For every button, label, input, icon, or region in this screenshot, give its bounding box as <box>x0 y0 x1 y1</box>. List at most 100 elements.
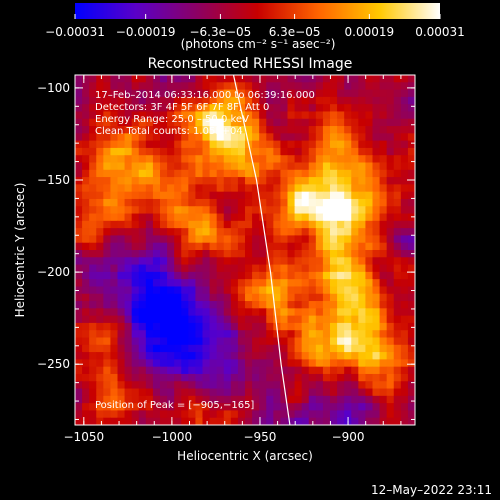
heatmap-cell <box>259 75 267 83</box>
heatmap-cell <box>138 96 147 105</box>
heatmap-cell <box>266 330 274 339</box>
heatmap-cell <box>294 279 303 288</box>
heatmap-cell <box>386 184 395 193</box>
heatmap-cell <box>223 395 232 404</box>
heatmap-cell <box>301 228 310 237</box>
heatmap-cell <box>89 322 97 331</box>
heatmap-cell <box>188 82 197 91</box>
heatmap-cell <box>202 271 211 280</box>
heatmap-cell <box>230 403 239 412</box>
heatmap-cell <box>167 126 175 134</box>
heatmap-cell <box>82 264 90 273</box>
heatmap-cell <box>287 89 296 98</box>
heatmap-cell <box>131 359 140 368</box>
heatmap-cell <box>160 271 168 280</box>
heatmap-cell <box>337 330 345 339</box>
heatmap-cell <box>400 89 409 98</box>
heatmap-cell <box>344 126 352 134</box>
heatmap-cell <box>145 337 154 346</box>
heatmap-cell <box>379 352 388 360</box>
heatmap-cell <box>273 352 282 360</box>
heatmap-cell <box>294 271 303 280</box>
heatmap-cell <box>230 96 239 105</box>
heatmap-cell <box>407 257 415 266</box>
heatmap-cell <box>358 271 367 280</box>
heatmap-cell <box>117 191 126 200</box>
heatmap-cell <box>174 352 182 360</box>
heatmap-cell <box>301 206 310 215</box>
heatmap-cell <box>89 96 97 105</box>
heatmap-cell <box>96 75 104 83</box>
heatmap-cell <box>230 337 239 346</box>
heatmap-cell <box>75 293 83 302</box>
heatmap-cell <box>301 235 310 244</box>
heatmap-cell <box>209 220 218 229</box>
heatmap-cell <box>202 373 211 382</box>
heatmap-cell <box>287 308 296 317</box>
heatmap-cell <box>393 344 402 353</box>
heatmap-cell <box>330 235 338 244</box>
heatmap-cell <box>358 330 367 339</box>
heatmap-cell <box>152 235 161 244</box>
heatmap-cell <box>103 133 112 142</box>
heatmap-cell <box>75 147 83 156</box>
heatmap-cell <box>230 191 239 200</box>
heatmap-cell <box>124 140 133 149</box>
heatmap-cell <box>209 250 218 258</box>
heatmap-cell <box>245 315 253 324</box>
heatmap-cell <box>400 388 409 397</box>
heatmap-cell <box>266 301 274 309</box>
heatmap-cell <box>400 235 409 244</box>
heatmap-cell <box>195 133 204 142</box>
heatmap-cell <box>322 403 331 412</box>
heatmap-cell <box>337 89 345 98</box>
heatmap-cell <box>301 140 310 149</box>
heatmap-cell <box>365 96 374 105</box>
heatmap-cell <box>344 82 352 91</box>
heatmap-cell <box>386 75 395 83</box>
heatmap-cell <box>188 140 197 149</box>
heatmap-cell <box>294 213 303 222</box>
heatmap-cell <box>358 198 367 207</box>
heatmap-cell <box>400 301 409 309</box>
heatmap-cell <box>89 395 97 404</box>
heatmap-cell <box>337 133 345 142</box>
heatmap-cell <box>181 140 189 149</box>
heatmap-cell <box>386 155 395 164</box>
heatmap-cell <box>358 315 367 324</box>
heatmap-cell <box>301 286 310 295</box>
heatmap-cell <box>280 228 289 237</box>
heatmap-cell <box>266 82 274 91</box>
heatmap-cell <box>152 213 161 222</box>
heatmap-cell <box>287 366 296 375</box>
heatmap-cell <box>237 279 246 288</box>
heatmap-cell <box>160 133 168 142</box>
heatmap-cell <box>145 213 154 222</box>
heatmap-cell <box>188 228 197 237</box>
heatmap-cell <box>209 133 218 142</box>
heatmap-cell <box>315 410 324 419</box>
heatmap-cell <box>273 242 282 251</box>
heatmap-cell <box>209 366 218 375</box>
heatmap-cell <box>230 140 239 149</box>
heatmap-cell <box>308 271 317 280</box>
heatmap-cell <box>259 118 267 127</box>
heatmap-cell <box>216 118 225 127</box>
heatmap-cell <box>245 242 253 251</box>
heatmap-cell <box>372 184 381 193</box>
heatmap-cell <box>138 147 147 156</box>
heatmap-cell <box>82 337 90 346</box>
heatmap-cell <box>152 177 161 185</box>
heatmap-cell <box>96 366 104 375</box>
heatmap-cell <box>252 184 260 193</box>
heatmap-cell <box>301 257 310 266</box>
heatmap-cell <box>386 403 395 412</box>
x-tick-label: −1000 <box>152 430 193 444</box>
heatmap-cell <box>75 410 83 419</box>
heatmap-cell <box>75 337 83 346</box>
heatmap-cell <box>124 279 133 288</box>
heatmap-cell <box>89 228 97 237</box>
heatmap-cell <box>330 242 338 251</box>
heatmap-cell <box>372 388 381 397</box>
heatmap-cell <box>287 417 296 425</box>
